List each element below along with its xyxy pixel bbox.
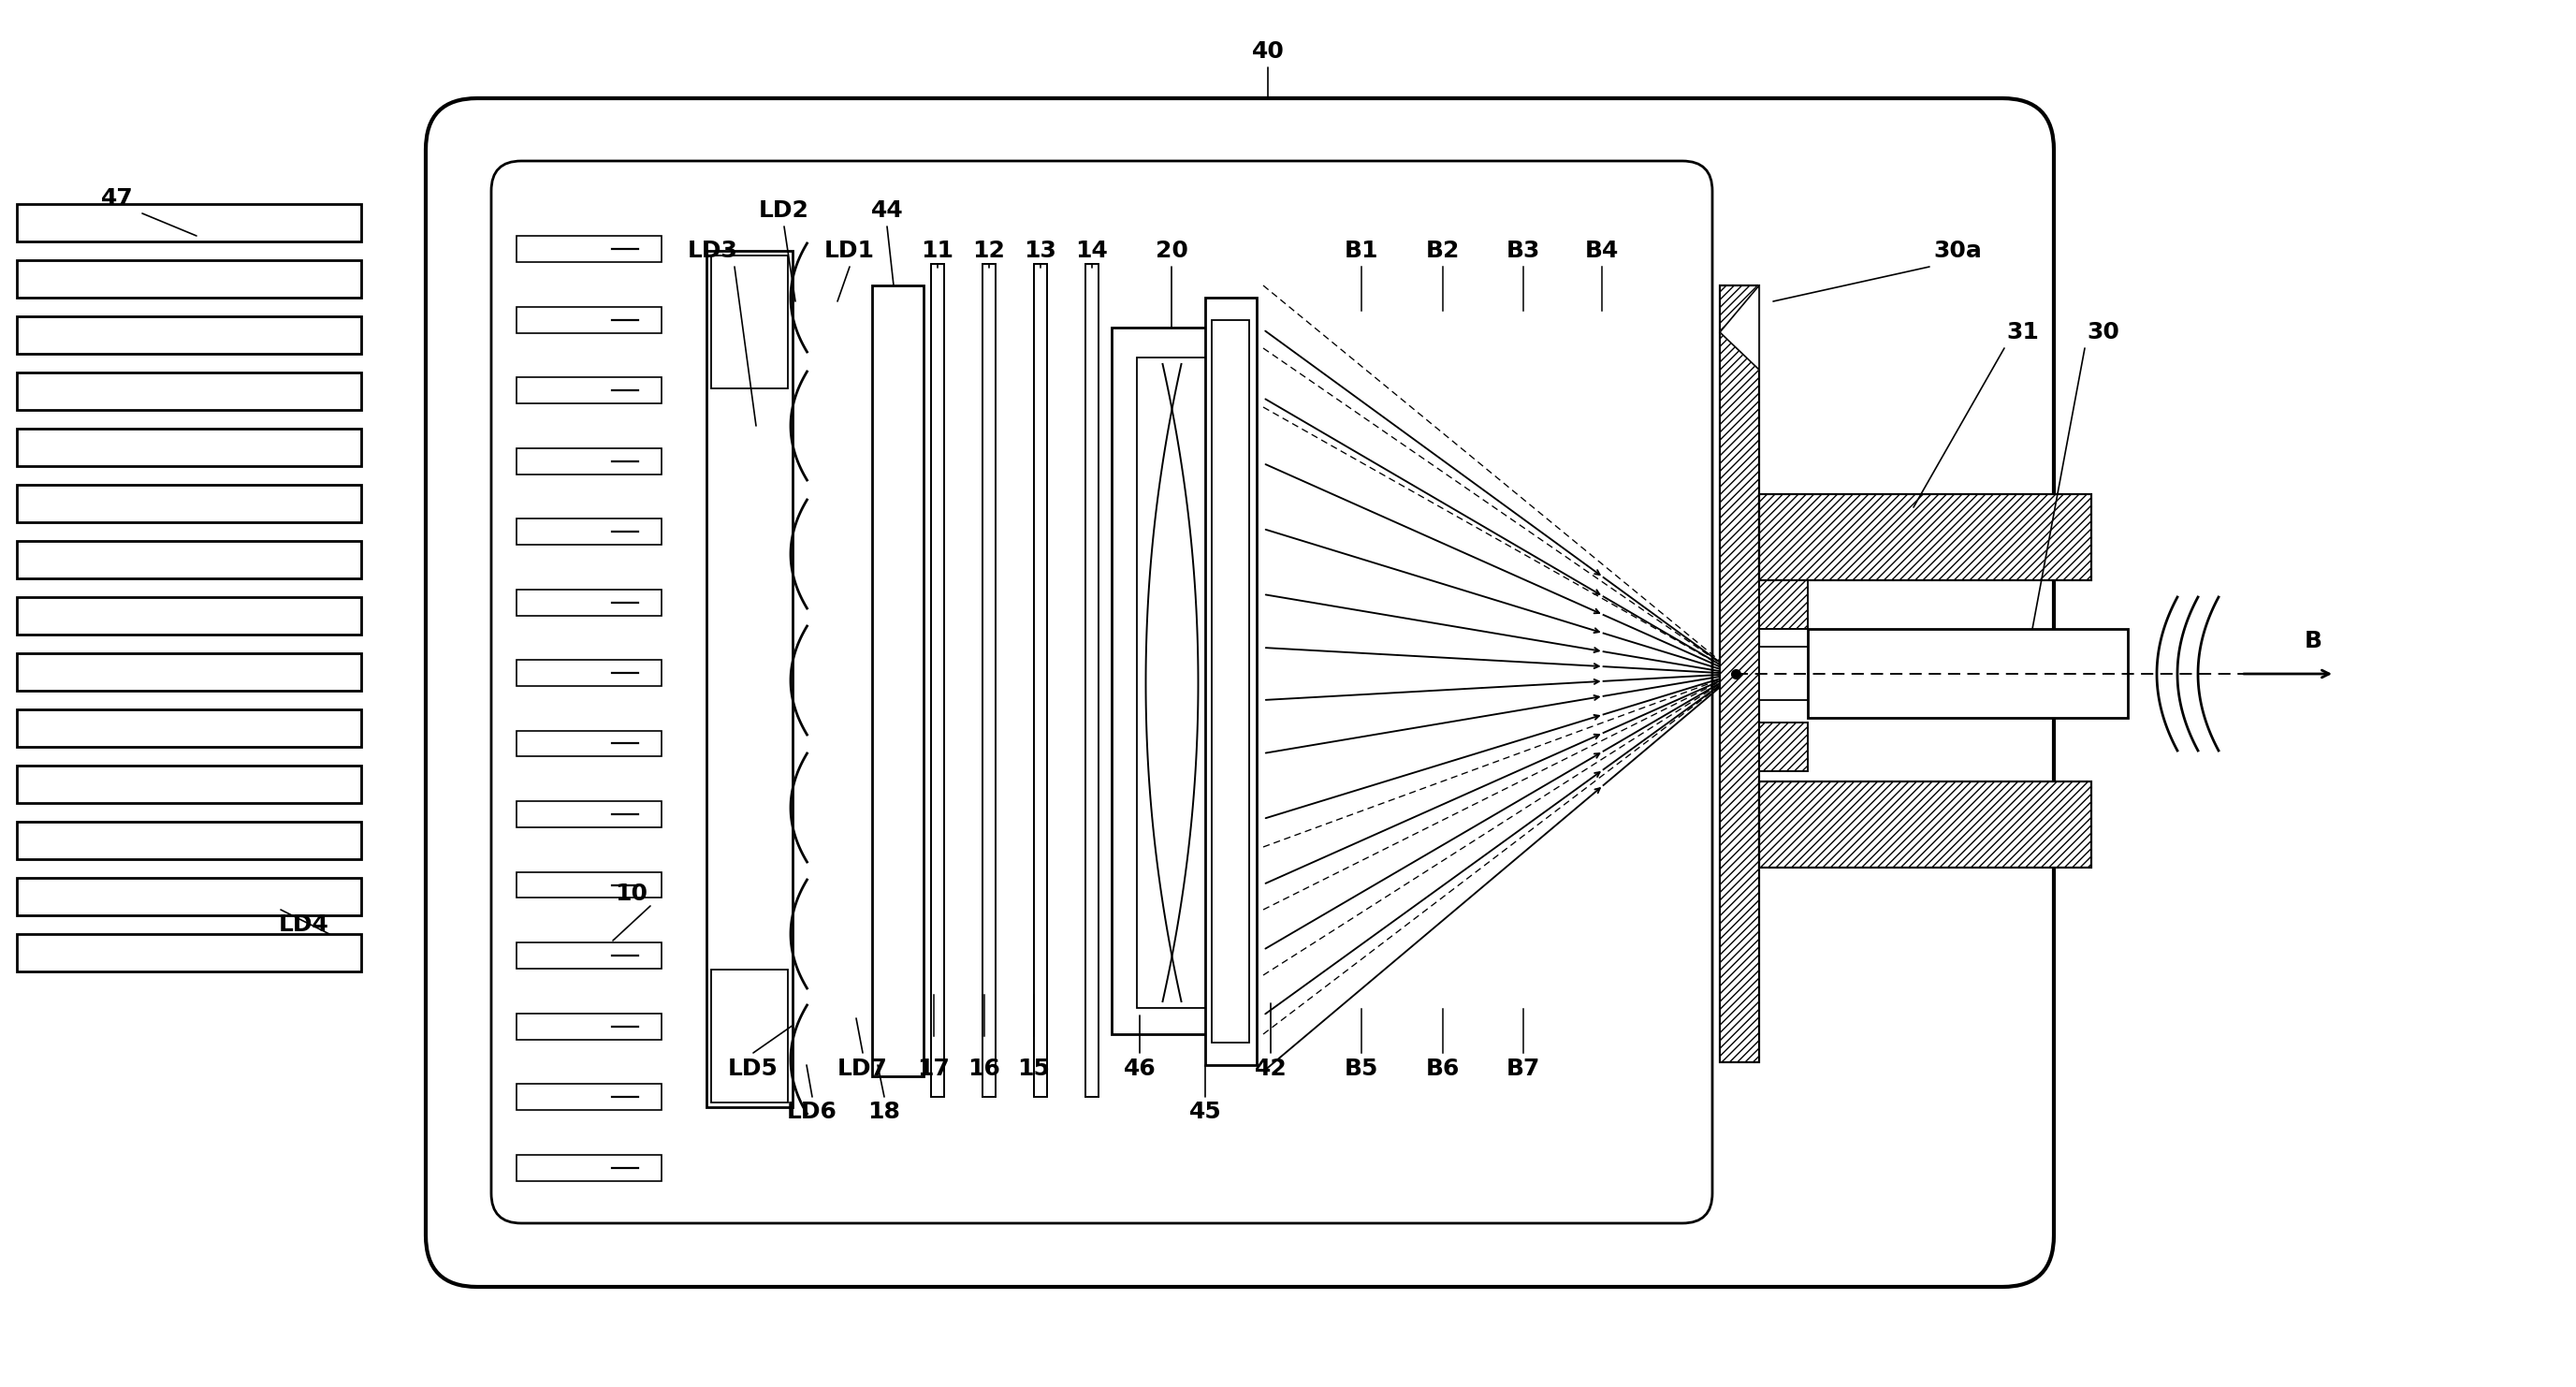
Bar — [1136, 358, 1208, 1008]
Bar — [18, 485, 361, 523]
Bar — [1206, 298, 1257, 1065]
Bar — [1808, 628, 2128, 718]
FancyBboxPatch shape — [425, 98, 2053, 1287]
Text: 46: 46 — [1123, 1057, 1157, 1080]
Text: LD2: LD2 — [760, 200, 809, 222]
Bar — [18, 261, 361, 298]
Text: 31: 31 — [2007, 320, 2040, 344]
Bar — [518, 660, 662, 687]
Text: 15: 15 — [1018, 1057, 1051, 1080]
Bar — [1759, 723, 1808, 771]
Bar — [518, 1154, 662, 1180]
Bar — [18, 766, 361, 803]
Bar — [518, 377, 662, 404]
Bar — [518, 731, 662, 757]
Bar — [706, 251, 793, 1107]
Text: 11: 11 — [922, 240, 953, 262]
Bar — [18, 373, 361, 411]
Bar — [981, 264, 994, 1097]
Bar — [1721, 286, 1759, 1062]
Text: 10: 10 — [616, 882, 649, 904]
Bar — [1084, 264, 1097, 1097]
Text: LD1: LD1 — [824, 240, 876, 262]
Text: B6: B6 — [1427, 1057, 1461, 1080]
Bar — [1759, 580, 1808, 628]
Bar — [518, 1013, 662, 1039]
Text: 45: 45 — [1190, 1101, 1221, 1123]
Bar — [1113, 327, 1231, 1035]
Bar — [518, 872, 662, 897]
Text: 13: 13 — [1025, 240, 1056, 262]
Bar — [518, 1083, 662, 1110]
Bar — [1721, 286, 1759, 1062]
Bar — [518, 589, 662, 616]
Bar — [711, 255, 788, 388]
Text: 16: 16 — [969, 1057, 999, 1080]
Bar — [18, 709, 361, 746]
FancyBboxPatch shape — [492, 161, 1713, 1223]
Bar — [18, 429, 361, 466]
Bar — [18, 653, 361, 691]
Bar — [518, 448, 662, 474]
Bar — [1759, 781, 2092, 868]
Text: B5: B5 — [1345, 1057, 1378, 1080]
Bar — [18, 596, 361, 634]
Text: LD4: LD4 — [278, 914, 330, 936]
Bar — [518, 236, 662, 262]
Bar — [18, 316, 361, 354]
Text: B7: B7 — [1507, 1057, 1540, 1080]
Text: 44: 44 — [871, 200, 904, 222]
Text: 30a: 30a — [1932, 240, 1981, 262]
Bar — [18, 541, 361, 578]
Bar — [1759, 494, 2092, 580]
Bar — [1211, 320, 1249, 1043]
Text: LD7: LD7 — [837, 1057, 889, 1080]
Bar — [711, 970, 788, 1103]
Bar — [930, 264, 945, 1097]
Bar — [18, 933, 361, 971]
Text: B3: B3 — [1507, 240, 1540, 262]
Text: 30: 30 — [2087, 320, 2120, 344]
Bar — [873, 286, 925, 1076]
Text: 17: 17 — [917, 1057, 951, 1080]
Text: LD3: LD3 — [688, 240, 739, 262]
Bar — [18, 204, 361, 241]
Text: 14: 14 — [1077, 240, 1108, 262]
Text: B: B — [2303, 630, 2321, 652]
Bar — [1033, 264, 1046, 1097]
Bar — [1759, 781, 2092, 868]
Text: B2: B2 — [1427, 240, 1461, 262]
Text: 42: 42 — [1255, 1057, 1288, 1080]
Bar — [1759, 494, 2092, 580]
Bar — [1759, 723, 1808, 771]
Text: B4: B4 — [1584, 240, 1618, 262]
Text: 12: 12 — [974, 240, 1005, 262]
Text: LD5: LD5 — [729, 1057, 778, 1080]
Bar — [1759, 580, 1808, 628]
Bar — [518, 942, 662, 968]
Text: 40: 40 — [1252, 40, 1285, 62]
Bar — [518, 307, 662, 333]
Bar — [1759, 646, 1808, 700]
Text: 18: 18 — [868, 1101, 902, 1123]
Polygon shape — [1721, 286, 1759, 370]
Text: LD6: LD6 — [788, 1101, 837, 1123]
Bar — [518, 802, 662, 827]
Text: 47: 47 — [100, 187, 134, 209]
Bar — [18, 878, 361, 915]
Bar — [18, 821, 361, 859]
Text: B1: B1 — [1345, 240, 1378, 262]
Bar — [518, 519, 662, 545]
Text: 20: 20 — [1154, 240, 1188, 262]
